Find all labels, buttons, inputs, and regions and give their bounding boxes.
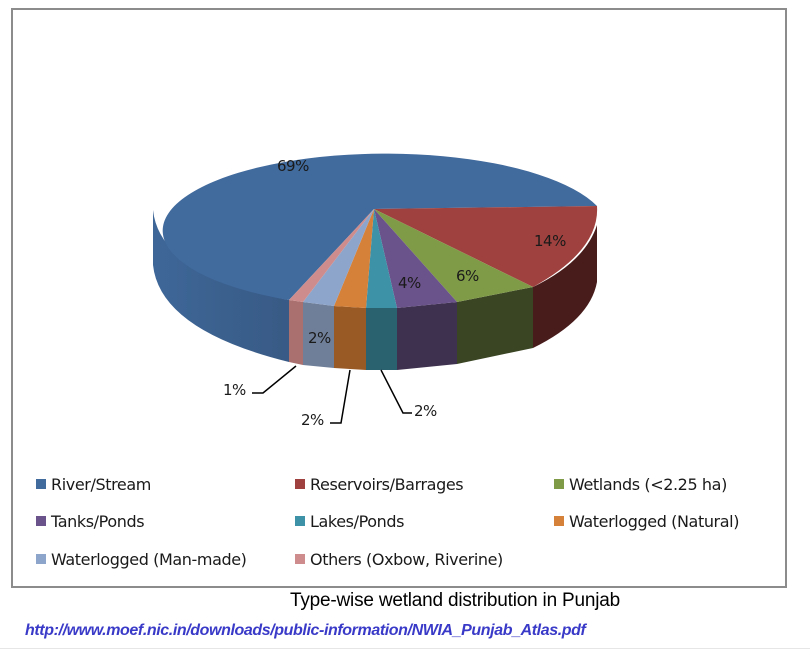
legend-label: Reservoirs/Barrages	[310, 474, 464, 494]
legend-swatch	[36, 479, 46, 489]
slice-side-lakes	[366, 308, 397, 370]
label-wetlands: 6%	[456, 267, 479, 285]
label-tanks: 4%	[398, 274, 421, 292]
label-waterlogged-natural: 2%	[301, 411, 324, 429]
legend-label: Waterlogged (Natural)	[569, 511, 740, 531]
legend-item-waterlogged-natural: Waterlogged (Natural)	[554, 511, 739, 531]
slice-top-others	[289, 209, 374, 302]
slice-side-waterlogged-natural	[334, 306, 366, 370]
label-river: 69%	[277, 157, 309, 175]
leader-line-waterlogged-natural	[330, 369, 351, 424]
legend-item-waterlogged-manmade: Waterlogged (Man-made)	[36, 549, 247, 569]
leader-line-lakes	[380, 369, 412, 414]
slice-top-reservoirs	[374, 206, 598, 287]
legend-item-reservoirs: Reservoirs/Barrages	[295, 474, 464, 494]
legend-swatch	[554, 479, 564, 489]
slice-top-wetlands	[374, 209, 533, 302]
slice-top-lakes	[366, 209, 397, 308]
slice-side-wetlands	[457, 287, 533, 364]
slice-top-tanks	[374, 209, 457, 308]
legend-item-lakes: Lakes/Ponds	[295, 511, 404, 531]
slice-top-waterlogged-manmade	[303, 209, 374, 306]
legend-item-wetlands: Wetlands (<2.25 ha)	[554, 474, 727, 494]
slice-side-river	[153, 210, 289, 362]
legend-label: Others (Oxbow, Riverine)	[310, 549, 503, 569]
legend-label: Waterlogged (Man-made)	[51, 549, 247, 569]
legend-swatch	[36, 516, 46, 526]
slice-side-tanks	[397, 302, 457, 370]
legend-swatch	[295, 479, 305, 489]
legend-swatch	[295, 554, 305, 564]
legend-item-tanks: Tanks/Ponds	[36, 511, 145, 531]
chart-caption: Type-wise wetland distribution in Punjab	[290, 590, 620, 611]
legend-item-river: River/Stream	[36, 474, 151, 494]
label-reservoirs: 14%	[534, 232, 566, 250]
legend-label: Lakes/Ponds	[310, 511, 405, 531]
label-waterlogged-manmade: 2%	[308, 329, 331, 347]
slice-side-others	[289, 300, 303, 365]
pie-chart-3d: 69% 14% 6% 4% 2% 1% 2% 2%	[153, 153, 598, 429]
source-link[interactable]: http://www.moef.nic.in/downloads/public-…	[25, 622, 586, 639]
legend-label: Wetlands (<2.25 ha)	[569, 474, 727, 494]
label-lakes: 2%	[414, 402, 437, 420]
legend-item-others: Others (Oxbow, Riverine)	[295, 549, 503, 569]
legend-label: River/Stream	[51, 474, 151, 494]
legend-swatch	[36, 554, 46, 564]
divider	[0, 648, 810, 649]
slice-top-waterlogged-natural	[334, 209, 374, 308]
label-others: 1%	[223, 381, 246, 399]
legend-swatch	[554, 516, 564, 526]
leader-line-others	[252, 365, 297, 394]
legend-swatch	[295, 516, 305, 526]
slice-top-river	[162, 153, 597, 300]
legend-label: Tanks/Ponds	[51, 511, 145, 531]
slice-side-waterlogged-manmade	[303, 302, 334, 368]
slice-side-reservoirs	[533, 225, 597, 348]
